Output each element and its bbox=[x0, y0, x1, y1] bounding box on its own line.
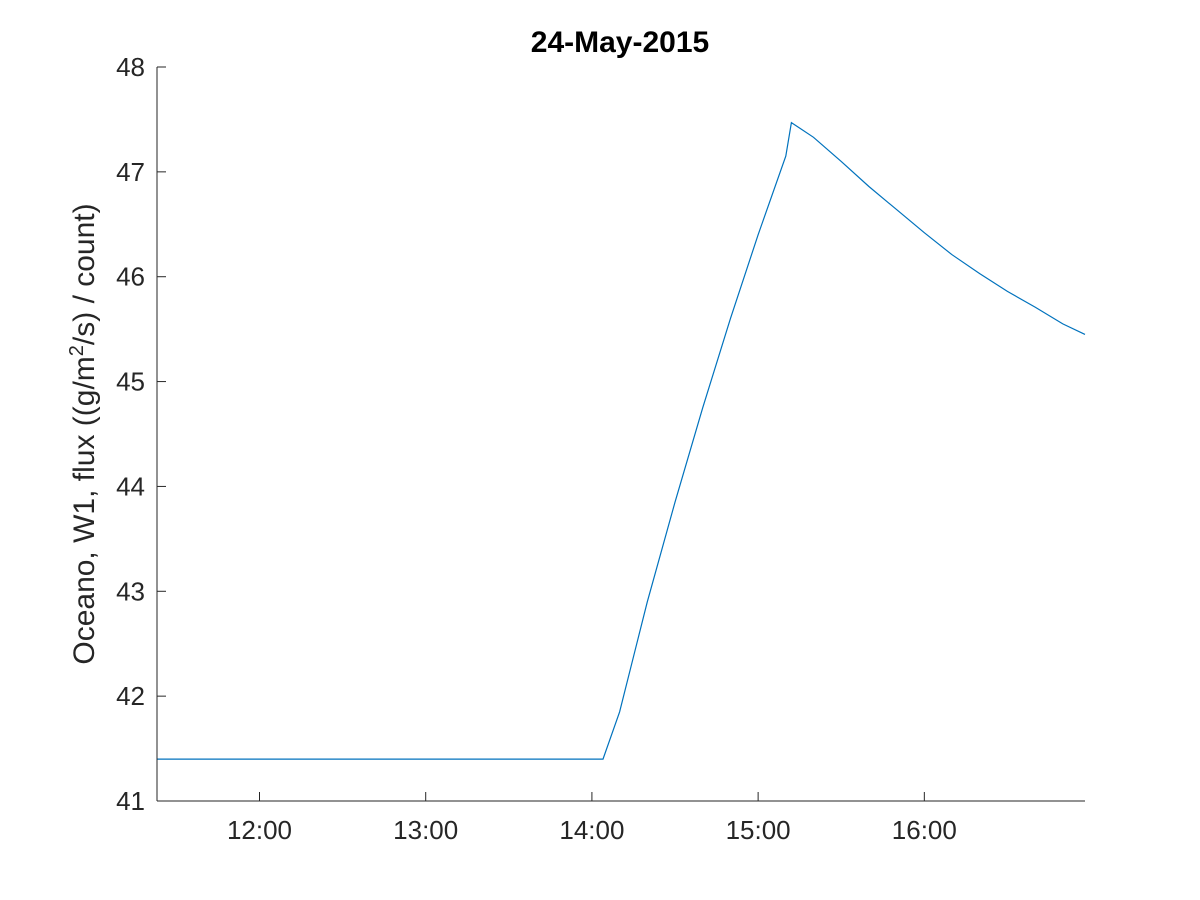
y-tick-label: 43 bbox=[116, 576, 145, 606]
y-tick-label: 47 bbox=[116, 157, 145, 187]
chart-title: 24-May-2015 bbox=[531, 26, 709, 59]
x-tick-label: 14:00 bbox=[559, 815, 624, 845]
x-tick-label: 15:00 bbox=[726, 815, 791, 845]
plot-area: 41 42 43 44 45 46 47 48 12:00 13:00 14:00 15:00 16:0… bbox=[116, 52, 1086, 845]
x-tick-label: 16:00 bbox=[892, 815, 957, 845]
y-axis-label-tail: /s) / count) bbox=[68, 203, 101, 345]
y-axis-label: Oceano, W1, flux ((g/m2/s) / count) bbox=[66, 203, 101, 664]
y-tick-label: 42 bbox=[116, 681, 145, 711]
x-tick-label: 13:00 bbox=[393, 815, 458, 845]
y-tick-label: 44 bbox=[116, 471, 145, 501]
series-line-1 bbox=[157, 121, 1086, 760]
y-tick-label: 41 bbox=[116, 786, 145, 816]
y-tick-label: 46 bbox=[116, 262, 145, 292]
x-tick-label: 12:00 bbox=[227, 815, 292, 845]
y-tick-label: 48 bbox=[116, 52, 145, 82]
y-axis-label-main: Oceano, W1, flux ((g/m bbox=[68, 356, 101, 664]
y-tick-label: 45 bbox=[116, 367, 145, 397]
y-axis-label-superscript: 2 bbox=[66, 345, 88, 356]
